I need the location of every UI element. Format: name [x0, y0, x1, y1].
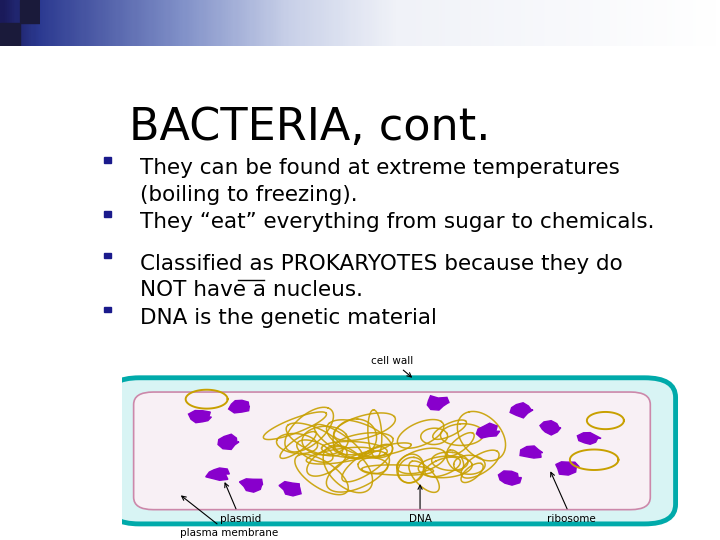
Polygon shape — [498, 471, 521, 485]
Bar — [20, 0, 40, 23]
Polygon shape — [577, 433, 601, 444]
Polygon shape — [229, 400, 249, 413]
Text: Classified as PROKARYOTES because they do
NOT have a nucleus.: Classified as PROKARYOTES because they d… — [140, 254, 623, 300]
Text: DNA: DNA — [409, 485, 431, 524]
Text: ribosome: ribosome — [547, 472, 596, 524]
Bar — [0, 23, 20, 46]
Polygon shape — [556, 462, 580, 475]
Polygon shape — [189, 410, 212, 423]
Polygon shape — [218, 434, 239, 449]
Text: They “eat” everything from sugar to chemicals.: They “eat” everything from sugar to chem… — [140, 212, 654, 232]
FancyBboxPatch shape — [104, 157, 111, 163]
Polygon shape — [520, 446, 543, 458]
Polygon shape — [279, 482, 301, 496]
Text: They can be found at extreme temperatures
(boiling to freezing).: They can be found at extreme temperature… — [140, 158, 620, 205]
Text: plasmid: plasmid — [220, 483, 261, 524]
Polygon shape — [510, 403, 533, 418]
Polygon shape — [206, 468, 230, 480]
FancyBboxPatch shape — [108, 378, 675, 524]
FancyBboxPatch shape — [104, 211, 111, 217]
Text: cell wall: cell wall — [371, 355, 413, 377]
Text: DNA is the genetic material: DNA is the genetic material — [140, 308, 437, 328]
FancyBboxPatch shape — [104, 307, 111, 312]
Text: BACTERIA, cont.: BACTERIA, cont. — [129, 106, 490, 150]
Polygon shape — [540, 421, 561, 435]
Polygon shape — [477, 423, 500, 438]
FancyBboxPatch shape — [104, 253, 111, 258]
Polygon shape — [240, 479, 263, 492]
Text: plasma membrane: plasma membrane — [180, 496, 278, 538]
Polygon shape — [427, 396, 449, 410]
FancyBboxPatch shape — [134, 392, 650, 510]
